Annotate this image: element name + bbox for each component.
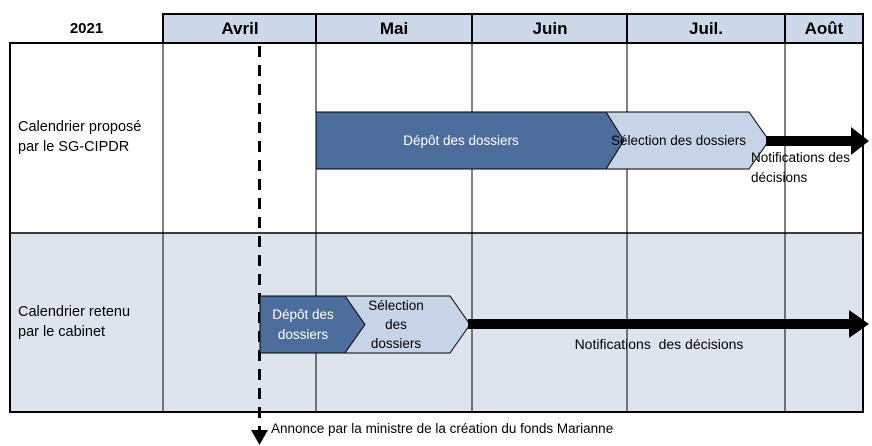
depot-label-row1: Dépôt des dossiers (403, 132, 519, 148)
notifications-label-row1: Notifications des décisions (751, 150, 851, 185)
month-header-background (162, 13, 864, 44)
row-label-proposed-calendar: Calendrier proposé par le SG-CIPDR (18, 119, 142, 155)
year-label: 2021 (69, 20, 104, 37)
month-header-mai: Mai (379, 19, 409, 38)
depot-arrow-shape-row2 (259, 295, 366, 354)
notifications-arrow-row2 (468, 310, 869, 338)
announcement-arrowhead-icon (251, 430, 268, 445)
row-label-retained-calendar: Calendrier retenu par le cabinet (18, 303, 131, 340)
month-header-juin: Juin (532, 19, 568, 38)
month-header-avril: Avril (221, 19, 259, 38)
annotation-label: Annonce par la ministre de la création d… (271, 421, 614, 436)
selection-label-row2: Sélection des dossiers (368, 297, 424, 352)
notifications-label-row2: Notifications des décisions (574, 336, 744, 352)
notifications-arrow-row1 (766, 127, 869, 155)
body-outer-border (9, 42, 864, 413)
selection-label-row1: Sélection des dossiers (610, 132, 747, 148)
depot-label-row2: Dépôt des dossiers (272, 307, 334, 342)
header-column-separators (315, 14, 786, 43)
month-header-juillet: Juil. (688, 19, 723, 38)
depot-arrow-shape-row1 (315, 111, 625, 170)
month-header-aout: Août (804, 19, 844, 38)
